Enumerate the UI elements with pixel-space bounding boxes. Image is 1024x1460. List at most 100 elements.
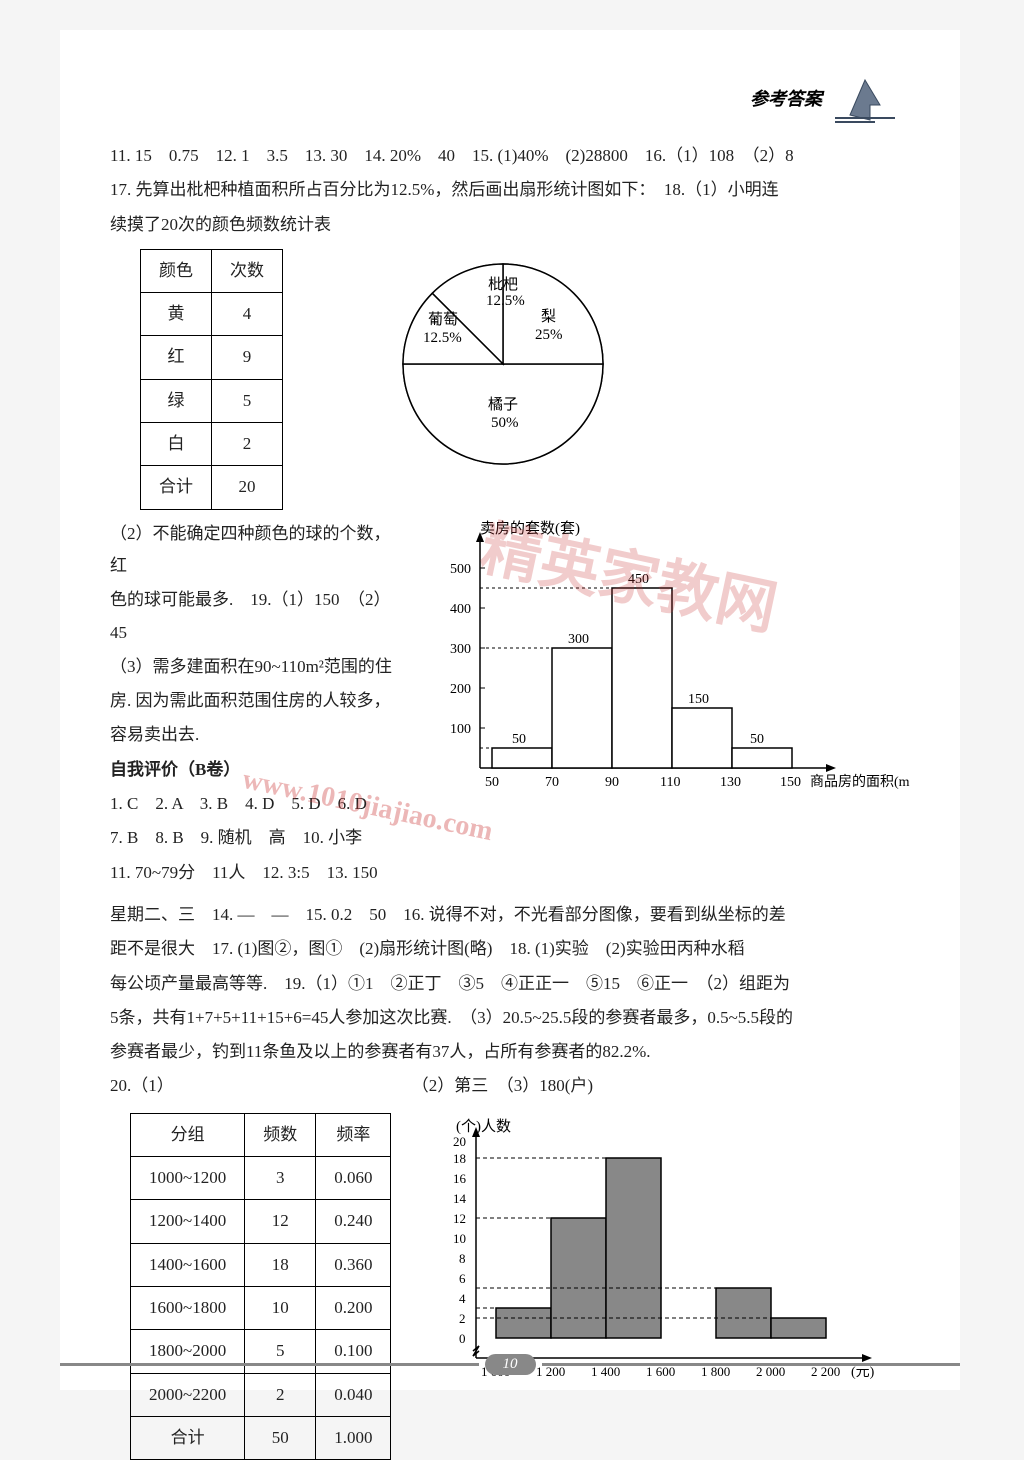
table-header: 频数 [245, 1113, 316, 1156]
bar-label: 150 [688, 692, 709, 707]
answer-text: 5条，共有1+7+5+11+15+6=45人参加这次比赛. （3）20.5~25… [110, 1002, 910, 1034]
bar-label: 50 [512, 732, 526, 747]
ytick: 500 [450, 562, 471, 577]
answer-text: 每公顷产量最高等等. 19.（1）①1 ②正丁 ③5 ④正正一 ⑤15 ⑥正一 … [110, 968, 910, 1000]
table-cell: 2000~2200 [131, 1373, 245, 1416]
table-cell: 50 [245, 1416, 316, 1459]
header-logo-icon [830, 70, 900, 125]
xtick: 130 [720, 775, 741, 790]
answer-text: （2）不能确定四种颜色的球的个数，红 [110, 518, 400, 583]
page-footer: 10 [60, 1354, 960, 1375]
table-cell: 2 [212, 423, 283, 466]
answer-text: 20.（1） （2）第三 （3）180(户) [110, 1070, 910, 1102]
svg-text:14: 14 [453, 1191, 467, 1206]
table-header: 分组 [131, 1113, 245, 1156]
xtick: 90 [605, 775, 619, 790]
table-pie-row: 颜色 次数 黄4 红9 绿5 白2 合计20 [110, 249, 910, 510]
answer-text: 参赛者最少，钓到11条鱼及以上的参赛者有37人，占所有参赛者的82.2%. [110, 1036, 910, 1068]
answer-text: 17. 先算出枇杷种植面积所占百分比为12.5%，然后画出扇形统计图如下： 18… [110, 174, 910, 206]
table-cell: 合计 [131, 1416, 245, 1459]
ytick: 300 [450, 642, 471, 657]
xtick: 50 [485, 775, 499, 790]
pie-label: 枇杷 [488, 276, 518, 293]
table-cell: 1000~1200 [131, 1157, 245, 1200]
table-cell: 20 [212, 466, 283, 509]
table-cell: 4 [212, 293, 283, 336]
table-cell: 9 [212, 336, 283, 379]
answer-text: 11. 70~79分 11人 12. 3:5 13. 150 [110, 857, 400, 889]
table-cell: 0.240 [316, 1200, 391, 1243]
table-cell: 绿 [141, 379, 212, 422]
table-cell: 1200~1400 [131, 1200, 245, 1243]
table-cell: 2 [245, 1373, 316, 1416]
xtick: 150 [780, 775, 801, 790]
svg-text:18: 18 [453, 1151, 466, 1166]
table-cell: 1400~1600 [131, 1243, 245, 1286]
svg-text:12: 12 [453, 1211, 466, 1226]
chart-ylabel: 卖房的套数(套) [480, 520, 580, 537]
table-cell: 3 [245, 1157, 316, 1200]
page-container: 参考答案 11. 15 0.75 12. 1 3.5 13. 30 14. 20… [60, 30, 960, 1390]
svg-text:4: 4 [459, 1291, 466, 1306]
pie-label: 橘子 [488, 396, 518, 413]
frequency-table: 分组 频数 频率 1000~120030.060 1200~1400120.24… [130, 1113, 391, 1460]
svg-text:8: 8 [459, 1251, 466, 1266]
pie-value: 50% [491, 415, 519, 431]
answer-text: 11. 15 0.75 12. 1 3.5 13. 30 14. 20% 40 … [110, 140, 910, 172]
answer-text: 续摸了20次的颜色频数统计表 [110, 209, 910, 241]
answer-text: 7. B 8. B 9. 随机 高 10. 小李 [110, 822, 400, 854]
table-cell: 1.000 [316, 1416, 391, 1459]
table-header: 频率 [316, 1113, 391, 1156]
xtick: 110 [660, 775, 680, 790]
svg-text:6: 6 [459, 1271, 466, 1286]
table-cell: 0.360 [316, 1243, 391, 1286]
answer-text: 房. 因为需此面积范围住房的人较多， [110, 685, 400, 717]
pie-label: 梨 [541, 308, 556, 325]
section-title: 自我评价（B卷） [110, 754, 400, 786]
bar-label: 50 [750, 732, 764, 747]
svg-text:0: 0 [459, 1331, 466, 1346]
answer-text: 星期二、三 14. — — 15. 0.2 50 16. 说得不对，不光看部分图… [110, 899, 910, 931]
footer-rule [542, 1363, 961, 1366]
table-cell: 18 [245, 1243, 316, 1286]
table-histogram-row: 分组 频数 频率 1000~120030.060 1200~1400120.24… [110, 1113, 910, 1460]
table-cell: 0.200 [316, 1286, 391, 1329]
table-cell: 0.040 [316, 1373, 391, 1416]
footer-rule [60, 1363, 479, 1366]
svg-text:2: 2 [459, 1311, 466, 1326]
table-header: 颜色 [141, 249, 212, 292]
pie-value: 12.5% [486, 293, 525, 309]
chart-ylabel: (个)人数 [456, 1118, 511, 1135]
main-content: 11. 15 0.75 12. 1 3.5 13. 30 14. 20% 40 … [110, 140, 910, 1460]
table-cell: 10 [245, 1286, 316, 1329]
ytick: 100 [450, 722, 471, 737]
chart-xlabel: 商品房的面积(m²) [810, 774, 910, 790]
pie-value: 25% [535, 327, 563, 343]
answer-text: 容易卖出去. [110, 719, 400, 751]
answer-text: （3）需多建面积在90~110m²范围的住 [110, 651, 400, 683]
bar-label: 300 [568, 632, 589, 647]
header-title: 参考答案 [750, 85, 822, 111]
table-cell: 白 [141, 423, 212, 466]
ytick: 200 [450, 682, 471, 697]
svg-text:16: 16 [453, 1171, 467, 1186]
table-cell: 合计 [141, 466, 212, 509]
svg-text:10: 10 [453, 1231, 466, 1246]
table-cell: 红 [141, 336, 212, 379]
page-number: 10 [485, 1354, 536, 1375]
table-cell: 12 [245, 1200, 316, 1243]
pie-chart: 枇杷 12.5% 葡萄 12.5% 梨 25% 橘子 50% [373, 249, 623, 479]
table-cell: 0.060 [316, 1157, 391, 1200]
table-cell: 5 [212, 379, 283, 422]
text-barchart-row: （2）不能确定四种颜色的球的个数，红 色的球可能最多. 19.（1）150 （2… [110, 518, 910, 891]
svg-text:20: 20 [453, 1134, 466, 1149]
housing-bar-chart: 卖房的套数(套) 100 200 300 400 500 [430, 518, 910, 819]
answer-text: 距不是很大 17. (1)图②，图① (2)扇形统计图(略) 18. (1)实验… [110, 933, 910, 965]
table-header: 次数 [212, 249, 283, 292]
ytick: 400 [450, 602, 471, 617]
xtick: 70 [545, 775, 559, 790]
pie-label: 葡萄 [428, 311, 458, 328]
answer-text: 1. C 2. A 3. B 4. D 5. D 6. D [110, 788, 400, 820]
color-frequency-table: 颜色 次数 黄4 红9 绿5 白2 合计20 [140, 249, 283, 510]
table-cell: 黄 [141, 293, 212, 336]
